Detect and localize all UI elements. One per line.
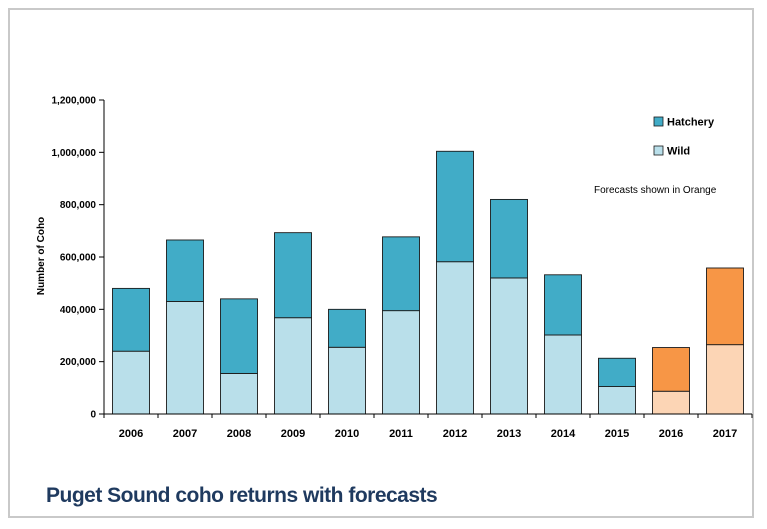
- bar-wild-2007: [166, 301, 204, 415]
- x-tick-label: 2007: [173, 428, 197, 440]
- bar-wild-2009: [274, 317, 312, 415]
- bar-wild-2013: [490, 277, 528, 415]
- x-tick-label: 2010: [335, 428, 359, 440]
- x-tick-label: 2017: [713, 428, 737, 440]
- y-tick-label: 1,200,000: [52, 96, 97, 107]
- y-tick-label: 0: [90, 410, 96, 421]
- chart-area: 0 200,000 400,000 600,000 800,000 1,000,000 1,…: [36, 96, 753, 440]
- x-tick-label: 2015: [605, 428, 629, 440]
- legend: Hatchery Wild: [653, 116, 715, 158]
- forecast-annotation: Forecasts shown in Orange: [594, 185, 717, 196]
- bar-wild-2012: [436, 261, 474, 415]
- x-tick-label: 2009: [281, 428, 305, 440]
- x-tick-label: 2013: [497, 428, 521, 440]
- bar-wild-2017: [706, 344, 744, 415]
- bar-hatchery-2006: [112, 287, 150, 352]
- y-tick-label: 400,000: [60, 305, 97, 316]
- bar-hatchery-2012: [436, 150, 474, 263]
- legend-swatch-wild: [653, 145, 664, 156]
- bars: [112, 150, 744, 415]
- bar-wild-2010: [328, 346, 366, 415]
- bar-hatchery-2008: [220, 298, 258, 374]
- legend-swatch-hatchery: [653, 116, 664, 127]
- bar-hatchery-2013: [490, 198, 528, 279]
- x-tick-label: 2006: [119, 428, 143, 440]
- bar-hatchery-2014: [544, 274, 582, 336]
- legend-label-wild: Wild: [667, 146, 690, 158]
- bar-wild-2016: [652, 390, 690, 415]
- bar-hatchery-2015: [598, 357, 636, 387]
- x-tick-label: 2011: [389, 428, 413, 440]
- bar-chart: 0 200,000 400,000 600,000 800,000 1,000,000 1,…: [36, 96, 753, 440]
- x-tick-label: 2014: [551, 428, 576, 440]
- bar-wild-2015: [598, 386, 636, 415]
- bar-hatchery-2017: [706, 267, 744, 346]
- bar-hatchery-2011: [382, 236, 420, 312]
- legend-label-hatchery: Hatchery: [667, 117, 715, 129]
- x-tick-label: 2012: [443, 428, 467, 440]
- bar-wild-2014: [544, 334, 582, 415]
- y-tick-label: 200,000: [60, 357, 97, 368]
- y-axis: 0 200,000 400,000 600,000 800,000 1,000,000 1,…: [52, 96, 105, 421]
- bar-hatchery-2009: [274, 232, 312, 319]
- bar-wild-2008: [220, 372, 258, 415]
- bar-hatchery-2007: [166, 239, 204, 302]
- figure-caption: Puget Sound coho returns with forecasts: [46, 484, 438, 507]
- bar-hatchery-2016: [652, 347, 690, 392]
- y-tick-label: 800,000: [60, 200, 97, 211]
- y-axis-label: Number of Coho: [36, 217, 47, 295]
- bar-wild-2011: [382, 310, 420, 415]
- y-tick-label: 1,000,000: [52, 148, 97, 159]
- bar-hatchery-2010: [328, 308, 366, 348]
- y-tick-label: 600,000: [60, 253, 97, 264]
- bar-wild-2006: [112, 350, 150, 415]
- figure-frame: [8, 8, 754, 518]
- x-tick-label: 2008: [227, 428, 251, 440]
- x-axis: 2006 2007 2008 2009 2010 2011 2012 2013 2014 2015…: [103, 413, 753, 440]
- x-tick-label: 2016: [659, 428, 683, 440]
